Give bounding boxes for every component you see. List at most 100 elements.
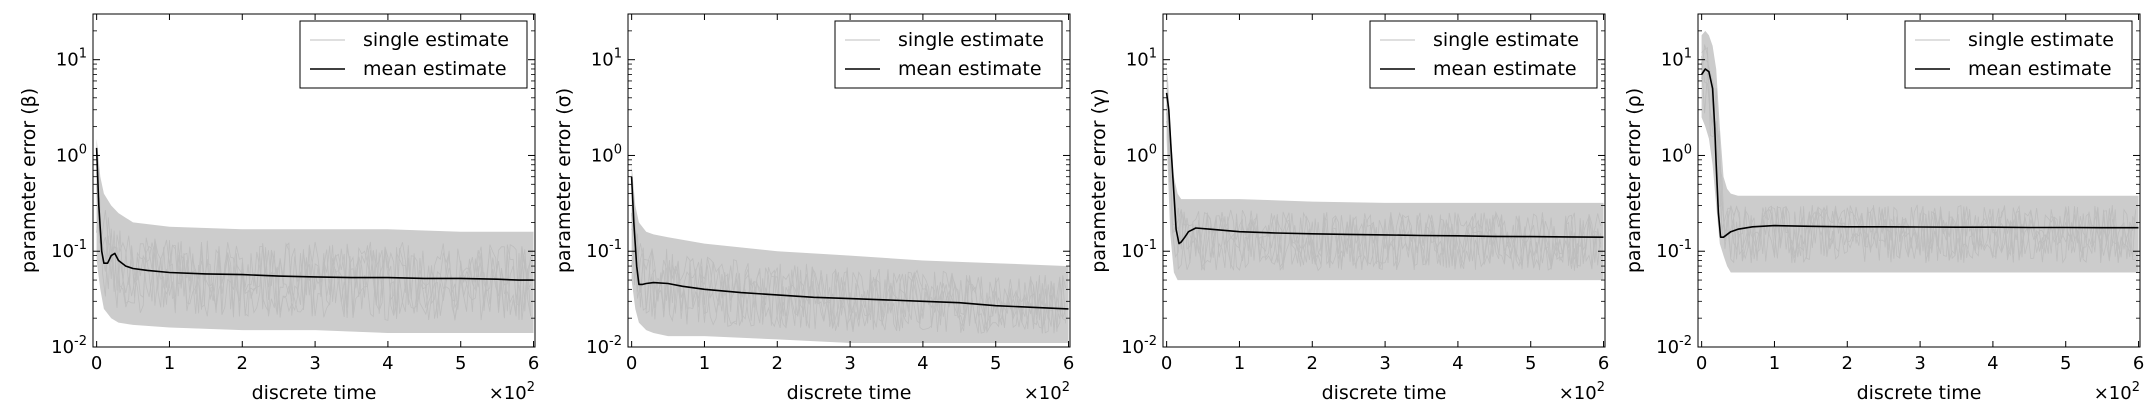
y-tick-exp: -1	[1679, 238, 1692, 253]
y-tick-label: 10-1	[51, 238, 87, 262]
legend: single estimate mean estimate	[834, 20, 1063, 89]
x-tick-label: 5	[455, 353, 466, 374]
mean-estimate-line	[1165, 92, 1604, 245]
y-tick-base: 10	[1656, 337, 1679, 358]
x-tick-label: 2	[772, 353, 783, 374]
y-tick-base: 10	[586, 241, 609, 262]
y-tick-label: 101	[591, 47, 622, 71]
x-tick-label: 3	[1914, 353, 1925, 374]
mean-estimate-line	[1700, 68, 2139, 238]
x-tick-label: 2	[1307, 353, 1318, 374]
y-tick-exp: -1	[1144, 238, 1157, 253]
legend-label: single estimate	[1433, 29, 1579, 51]
x-tick-label: 3	[844, 353, 855, 374]
x-axis-label: discrete time	[1322, 382, 1447, 404]
legend-box	[1369, 20, 1598, 89]
y-tick-base: 10	[1121, 337, 1144, 358]
x-tick-label: 3	[1379, 353, 1390, 374]
y-tick-exp: -2	[609, 334, 622, 349]
plot-area	[630, 164, 1069, 343]
y-tick-exp: 0	[614, 142, 622, 157]
x-tick-label: 0	[1696, 353, 1707, 374]
y-tick-label: 100	[1126, 142, 1157, 166]
y-tick-exp: 1	[1149, 47, 1157, 62]
y-tick-label: 10-1	[1656, 238, 1692, 262]
x-tick-label: 1	[164, 353, 175, 374]
x-tick-label: 4	[382, 353, 393, 374]
y-tick-exp: -2	[1144, 334, 1157, 349]
y-tick-base: 10	[56, 50, 79, 71]
y-axis-label: parameter error (β)	[18, 88, 40, 273]
legend-box	[834, 20, 1063, 89]
legend-label: single estimate	[363, 29, 509, 51]
y-tick-label: 100	[591, 142, 622, 166]
x-axis-label: discrete time	[1857, 382, 1982, 404]
x-tick-label: 6	[528, 353, 539, 374]
single-estimate-trace	[631, 218, 1066, 334]
legend-label: mean estimate	[1968, 58, 2112, 80]
y-tick-label: 10-1	[1121, 238, 1157, 262]
x-tick-label: 0	[91, 353, 102, 374]
y-axis-label: parameter error (ρ)	[1623, 88, 1645, 273]
legend-label: mean estimate	[1433, 58, 1577, 80]
y-tick-exp: 0	[1149, 142, 1157, 157]
x-tick-label: 6	[1598, 353, 1609, 374]
y-tick-exp: -1	[74, 238, 87, 253]
plot-area	[95, 138, 534, 333]
y-tick-base: 10	[51, 337, 74, 358]
x-tick-label: 4	[1987, 353, 1998, 374]
x-tick-label: 1	[1769, 353, 1780, 374]
y-tick-exp: 1	[1684, 47, 1692, 62]
x-tick-label: 6	[2133, 353, 2144, 374]
single-estimate-trace	[1701, 61, 2136, 264]
y-tick-label: 10-2	[1656, 334, 1692, 358]
x-tick-label: 1	[699, 353, 710, 374]
x-multiplier-exp: 2	[527, 380, 535, 395]
y-tick-base: 10	[1656, 241, 1679, 262]
single-estimate-trace	[631, 212, 1066, 332]
y-tick-base: 10	[586, 337, 609, 358]
y-tick-exp: -2	[74, 334, 87, 349]
y-tick-exp: 0	[79, 142, 87, 157]
y-tick-base: 10	[51, 241, 74, 262]
x-tick-label: 4	[1452, 353, 1463, 374]
single-estimate-trace	[1166, 109, 1601, 272]
x-tick-label: 5	[2060, 353, 2071, 374]
y-tick-base: 10	[591, 145, 614, 166]
legend-label: mean estimate	[898, 58, 1042, 80]
single-estimate-trace	[96, 197, 531, 321]
mean-estimate-line	[95, 147, 534, 281]
y-tick-label: 101	[1126, 47, 1157, 71]
legend-label: single estimate	[1968, 29, 2114, 51]
x-tick-label: 1	[1234, 353, 1245, 374]
x-multiplier-base: ×10	[489, 383, 527, 404]
x-axis-label: discrete time	[252, 382, 377, 404]
x-tick-label: 2	[237, 353, 248, 374]
x-multiplier-base: ×10	[1024, 383, 1062, 404]
axes-frame	[1162, 13, 1606, 348]
y-tick-base: 10	[1121, 241, 1144, 262]
y-tick-exp: 1	[79, 47, 87, 62]
x-multiplier: ×102	[1559, 380, 1605, 404]
x-tick-label: 4	[917, 353, 928, 374]
y-tick-label: 10-1	[586, 238, 622, 262]
y-tick-label: 100	[1661, 142, 1692, 166]
x-tick-label: 3	[309, 353, 320, 374]
y-tick-exp: 0	[1684, 142, 1692, 157]
axes-frame	[1697, 13, 2141, 348]
mean-estimate-line	[630, 176, 1069, 310]
x-tick-label: 2	[1842, 353, 1853, 374]
x-multiplier: ×102	[2094, 380, 2140, 404]
legend: single estimate mean estimate	[1369, 20, 1598, 89]
single-estimate-trace	[96, 155, 531, 319]
y-tick-label: 100	[56, 142, 87, 166]
y-tick-base: 10	[1126, 50, 1149, 71]
y-tick-base: 10	[591, 50, 614, 71]
y-axis-label: parameter error (σ)	[553, 88, 575, 273]
plot-area	[1165, 69, 1604, 281]
legend-box	[299, 20, 528, 89]
